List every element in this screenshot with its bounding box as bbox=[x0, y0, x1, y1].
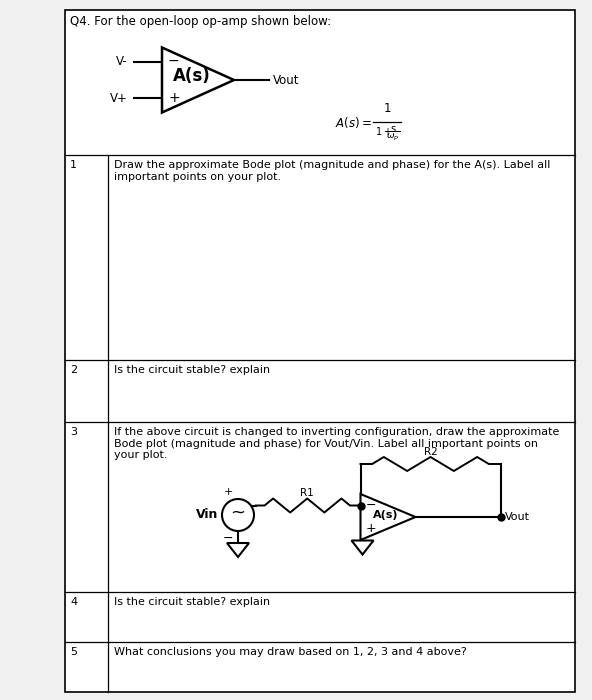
Text: R2: R2 bbox=[424, 447, 437, 457]
Text: Vout: Vout bbox=[504, 512, 529, 522]
Text: V+: V+ bbox=[110, 92, 128, 105]
Text: 3: 3 bbox=[70, 427, 77, 437]
Text: Vin: Vin bbox=[195, 508, 218, 522]
Text: +: + bbox=[365, 522, 376, 535]
Text: Draw the approximate Bode plot (magnitude and phase) for the A(s). Label all
imp: Draw the approximate Bode plot (magnitud… bbox=[114, 160, 551, 181]
Text: +: + bbox=[168, 91, 179, 105]
Text: ~: ~ bbox=[230, 504, 246, 522]
Text: Q4. For the open-loop op-amp shown below:: Q4. For the open-loop op-amp shown below… bbox=[70, 15, 331, 28]
Text: If the above circuit is changed to inverting configuration, draw the approximate: If the above circuit is changed to inver… bbox=[114, 427, 559, 460]
Text: What conclusions you may draw based on 1, 2, 3 and 4 above?: What conclusions you may draw based on 1… bbox=[114, 647, 466, 657]
Text: −: − bbox=[365, 499, 376, 512]
Text: −: − bbox=[168, 54, 179, 68]
Text: $1+$: $1+$ bbox=[375, 125, 392, 137]
Text: 5: 5 bbox=[70, 647, 77, 657]
Text: s: s bbox=[391, 124, 395, 134]
Text: Is the circuit stable? explain: Is the circuit stable? explain bbox=[114, 597, 270, 607]
Text: $\omega_{p}$: $\omega_{p}$ bbox=[387, 132, 400, 143]
Text: Is the circuit stable? explain: Is the circuit stable? explain bbox=[114, 365, 270, 375]
Polygon shape bbox=[352, 540, 374, 554]
Circle shape bbox=[222, 499, 254, 531]
Text: A(s): A(s) bbox=[173, 67, 211, 85]
Text: Vout: Vout bbox=[273, 74, 300, 87]
Text: V-: V- bbox=[117, 55, 128, 69]
Text: R1: R1 bbox=[300, 489, 314, 498]
Polygon shape bbox=[361, 494, 416, 540]
Text: 1: 1 bbox=[383, 102, 391, 115]
Text: −: − bbox=[223, 532, 233, 545]
Text: 1: 1 bbox=[70, 160, 77, 170]
Text: $A(s)=$: $A(s)=$ bbox=[335, 115, 372, 130]
Text: 2: 2 bbox=[70, 365, 77, 375]
Polygon shape bbox=[162, 48, 234, 113]
Text: +: + bbox=[223, 487, 233, 497]
Text: A(s): A(s) bbox=[373, 510, 399, 520]
FancyBboxPatch shape bbox=[65, 10, 575, 692]
Polygon shape bbox=[227, 543, 249, 557]
Text: 4: 4 bbox=[70, 597, 77, 607]
